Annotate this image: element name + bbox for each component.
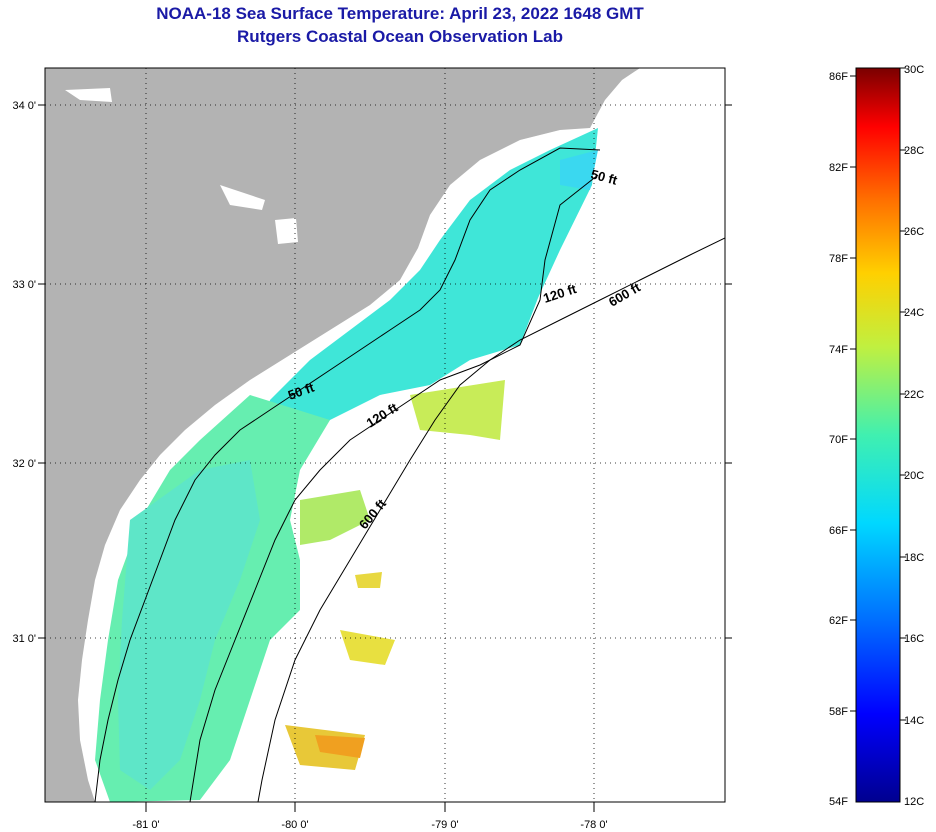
colorbar-ticks xyxy=(850,67,906,721)
contour-120ft xyxy=(189,174,599,802)
lon-label: -80 0' xyxy=(281,819,308,831)
land-mass xyxy=(45,68,640,802)
map-subtitle: Rutgers Coastal Ocean Observation Lab xyxy=(237,27,563,46)
colorbar-c-label: 22C xyxy=(904,389,924,401)
colorbar-f-label: 54F xyxy=(829,796,848,808)
contour-label: 50 ft xyxy=(589,166,619,188)
sst-warm-patch-5 xyxy=(355,572,382,588)
colorbar-f-label: 58F xyxy=(829,706,848,718)
colorbar-c-label: 16C xyxy=(904,633,924,645)
sst-hot-patch xyxy=(315,735,365,758)
colorbar-c-label: 26C xyxy=(904,226,924,238)
axis-ticks xyxy=(38,104,732,812)
plot-frame xyxy=(44,67,726,803)
colorbar-c-label: 20C xyxy=(904,470,924,482)
colorbar-f-label: 86F xyxy=(829,71,848,83)
inland-lake xyxy=(275,218,298,244)
colorbar-c-label: 12C xyxy=(904,796,924,808)
colorbar-c-label: 24C xyxy=(904,307,924,319)
inland-lake xyxy=(65,88,112,102)
sst-swath-north xyxy=(260,128,598,450)
colorbar-f-label: 74F xyxy=(829,344,848,356)
colorbar xyxy=(855,67,901,803)
lon-label: -79 0' xyxy=(431,819,458,831)
lon-label: -78 0' xyxy=(580,819,607,831)
sst-swath-cool-patch xyxy=(560,150,598,190)
graticule xyxy=(45,68,725,802)
lat-label: 33 0' xyxy=(12,279,36,291)
sst-swath-inner xyxy=(118,460,260,790)
colorbar-c-label: 14C xyxy=(904,715,924,727)
colorbar-f-label: 78F xyxy=(829,253,848,265)
sst-warm-patch-2 xyxy=(300,490,370,545)
inland-patch xyxy=(220,185,265,210)
colorbar-c-label: 28C xyxy=(904,145,924,157)
colorbar-f-label: 66F xyxy=(829,525,848,537)
colorbar-c-label: 30C xyxy=(904,64,924,76)
lat-label: 31 0' xyxy=(12,633,36,645)
contour-600ft xyxy=(257,237,725,802)
colorbar-f-label: 70F xyxy=(829,434,848,446)
map-title: NOAA-18 Sea Surface Temperature: April 2… xyxy=(156,4,644,23)
colorbar-f-label: 82F xyxy=(829,162,848,174)
sst-warm-patch-1 xyxy=(410,380,505,440)
colorbar-f-label: 62F xyxy=(829,615,848,627)
colorbar-c-label: 18C xyxy=(904,552,924,564)
contour-50ft xyxy=(94,147,601,802)
lat-label: 34 0' xyxy=(12,100,36,112)
lat-label: 32 0' xyxy=(12,458,36,470)
lon-label: -81 0' xyxy=(132,819,159,831)
sst-warm-patch-3 xyxy=(340,630,395,665)
